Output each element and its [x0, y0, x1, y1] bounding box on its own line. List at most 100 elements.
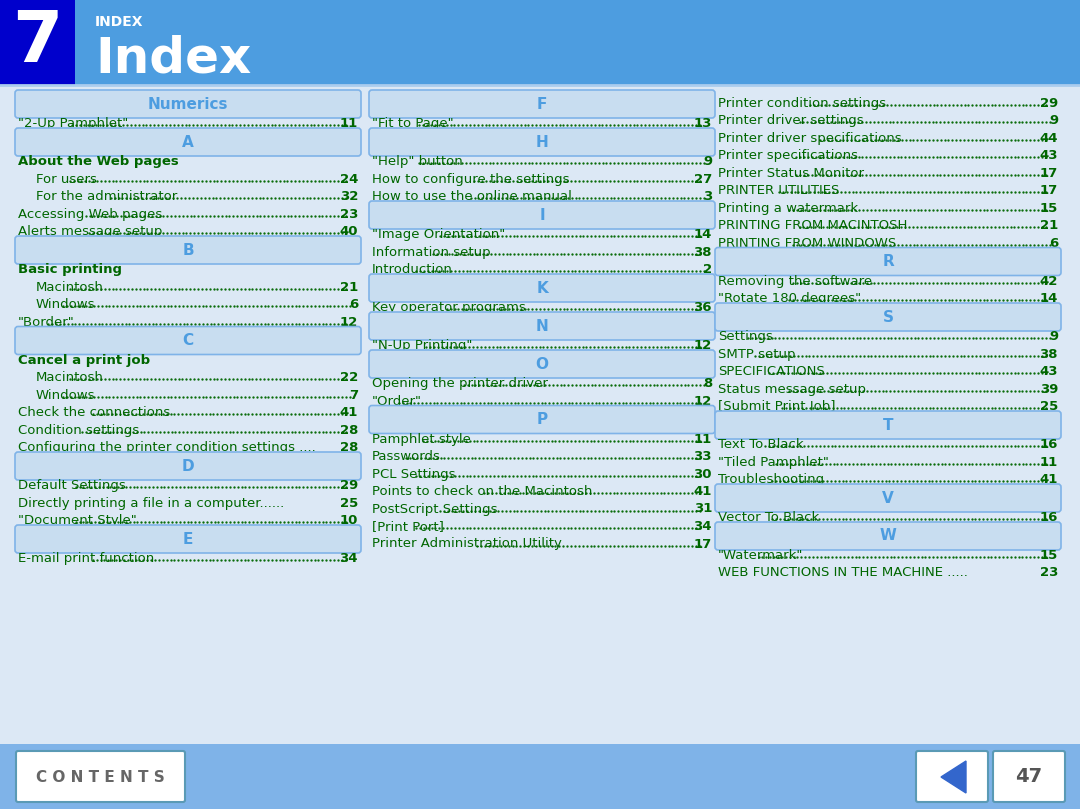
Text: A: A	[183, 134, 194, 150]
Text: 11: 11	[340, 117, 357, 130]
Text: "Watermark": "Watermark"	[718, 549, 804, 562]
Text: 22: 22	[340, 371, 357, 384]
Text: 30: 30	[693, 468, 712, 481]
Text: 7: 7	[12, 8, 63, 77]
Text: For the administrator: For the administrator	[36, 190, 177, 203]
Text: K: K	[536, 281, 548, 295]
FancyBboxPatch shape	[15, 90, 361, 118]
Text: 13: 13	[693, 117, 712, 130]
Text: Windows: Windows	[36, 388, 95, 401]
Text: Settings: Settings	[718, 330, 773, 343]
Text: 15: 15	[1040, 201, 1058, 214]
Text: 23: 23	[339, 207, 357, 221]
Text: 28: 28	[339, 423, 357, 437]
Text: E: E	[183, 532, 193, 547]
FancyBboxPatch shape	[0, 744, 1080, 809]
Text: 11: 11	[693, 433, 712, 446]
Text: Accessing Web pages: Accessing Web pages	[18, 207, 162, 221]
Text: Points to check on the Macintosh: Points to check on the Macintosh	[372, 485, 592, 498]
Text: Opening the printer driver: Opening the printer driver	[372, 377, 548, 390]
Text: [Print Port]: [Print Port]	[372, 520, 444, 533]
Text: F: F	[537, 96, 548, 112]
Text: 23: 23	[1040, 566, 1058, 579]
FancyBboxPatch shape	[715, 522, 1061, 550]
FancyBboxPatch shape	[15, 128, 361, 156]
Text: Removing the software: Removing the software	[718, 274, 873, 287]
Text: P: P	[537, 412, 548, 427]
FancyBboxPatch shape	[715, 248, 1061, 276]
Text: 44: 44	[1039, 132, 1058, 145]
Text: S: S	[882, 310, 893, 324]
FancyBboxPatch shape	[15, 236, 361, 264]
Text: 9: 9	[703, 155, 712, 168]
Text: 31: 31	[693, 502, 712, 515]
Text: 9: 9	[1049, 330, 1058, 343]
Text: [Submit Print Job]: [Submit Print Job]	[718, 400, 836, 413]
Text: 16: 16	[1040, 511, 1058, 524]
Text: Printer Status Monitor: Printer Status Monitor	[718, 167, 864, 180]
Text: Status message setup: Status message setup	[718, 383, 866, 396]
Text: 32: 32	[339, 190, 357, 203]
Text: 10: 10	[339, 514, 357, 527]
FancyBboxPatch shape	[715, 411, 1061, 439]
FancyBboxPatch shape	[0, 85, 1080, 744]
Text: "Tiled Pamphlet": "Tiled Pamphlet"	[718, 455, 828, 468]
Text: "Border": "Border"	[18, 316, 75, 328]
Text: C: C	[183, 333, 193, 348]
Text: 33: 33	[693, 450, 712, 463]
Text: 12: 12	[693, 339, 712, 352]
Text: W: W	[879, 528, 896, 544]
Text: 11: 11	[1040, 455, 1058, 468]
Text: 17: 17	[1040, 184, 1058, 197]
Text: Information setup: Information setup	[372, 245, 490, 259]
Text: Text To Black: Text To Black	[718, 438, 804, 451]
Text: Key operator programs: Key operator programs	[372, 301, 526, 314]
Text: 40: 40	[339, 225, 357, 238]
Text: T: T	[882, 417, 893, 433]
Text: 28: 28	[339, 441, 357, 454]
Text: R: R	[882, 254, 894, 269]
Text: 24: 24	[339, 172, 357, 185]
Text: INDEX: INDEX	[95, 15, 144, 29]
Text: 43: 43	[1039, 149, 1058, 162]
Text: 36: 36	[693, 301, 712, 314]
Text: 25: 25	[1040, 400, 1058, 413]
Text: 41: 41	[1040, 473, 1058, 486]
FancyBboxPatch shape	[16, 751, 185, 802]
Text: 8: 8	[703, 377, 712, 390]
Text: 15: 15	[1040, 549, 1058, 562]
Text: Condition settings: Condition settings	[18, 423, 139, 437]
Text: 6: 6	[1049, 236, 1058, 249]
Text: 29: 29	[1040, 96, 1058, 109]
Text: 41: 41	[339, 406, 357, 419]
Text: Check the connections: Check the connections	[18, 406, 171, 419]
Text: Alerts message setup: Alerts message setup	[18, 225, 162, 238]
Text: 2: 2	[703, 263, 712, 276]
Text: 41: 41	[693, 485, 712, 498]
Text: 21: 21	[1040, 219, 1058, 232]
FancyBboxPatch shape	[715, 484, 1061, 512]
Text: Basic printing: Basic printing	[18, 263, 122, 276]
FancyBboxPatch shape	[0, 0, 75, 85]
FancyBboxPatch shape	[15, 525, 361, 553]
Text: "Fit to Page": "Fit to Page"	[372, 117, 454, 130]
Text: 3: 3	[703, 190, 712, 203]
Text: D: D	[181, 459, 194, 473]
Text: Troubleshooting: Troubleshooting	[718, 473, 824, 486]
Text: "Document Style": "Document Style"	[18, 514, 137, 527]
Text: How to configure the settings: How to configure the settings	[372, 172, 569, 185]
Text: O: O	[536, 357, 549, 371]
FancyBboxPatch shape	[369, 405, 715, 434]
Text: Macintosh: Macintosh	[36, 281, 104, 294]
Polygon shape	[941, 761, 966, 793]
Text: 14: 14	[693, 228, 712, 241]
Text: "N-Up Printing": "N-Up Printing"	[372, 339, 472, 352]
Text: 43: 43	[1039, 365, 1058, 378]
Text: Printer driver settings: Printer driver settings	[718, 114, 864, 127]
Text: E-mail print function: E-mail print function	[18, 552, 154, 565]
Text: 9: 9	[1049, 114, 1058, 127]
Text: C O N T E N T S: C O N T E N T S	[36, 769, 164, 785]
FancyBboxPatch shape	[369, 350, 715, 378]
Text: 6: 6	[349, 298, 357, 311]
Text: 38: 38	[1039, 348, 1058, 361]
